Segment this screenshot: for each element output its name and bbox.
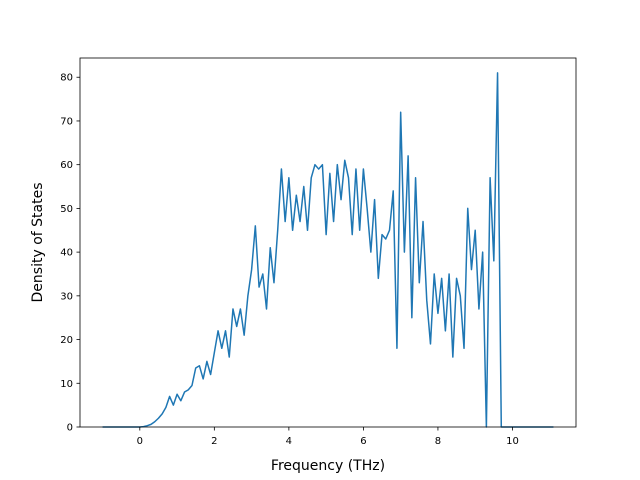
x-tick-label: 2 [211,436,217,447]
y-tick-label: 40 [60,248,73,259]
y-tick-label: 80 [60,73,73,84]
y-tick-label: 30 [60,291,73,302]
y-tick-label: 60 [60,160,73,171]
y-tick-label: 20 [60,335,73,346]
y-tick-label: 0 [67,423,73,434]
y-tick-label: 50 [60,204,73,215]
y-tick-label: 10 [60,379,73,390]
x-tick-label: 6 [360,436,366,447]
x-tick-label: 4 [286,436,292,447]
data-line [102,72,554,428]
x-tick-label: 8 [435,436,441,447]
plot-frame [79,57,577,428]
x-tick-label: 10 [506,436,519,447]
x-axis-label: Frequency (THz) [271,458,385,474]
y-tick-label: 70 [60,116,73,127]
x-tick-label: 0 [137,436,143,447]
y-axis-label: Density of States [30,183,46,303]
